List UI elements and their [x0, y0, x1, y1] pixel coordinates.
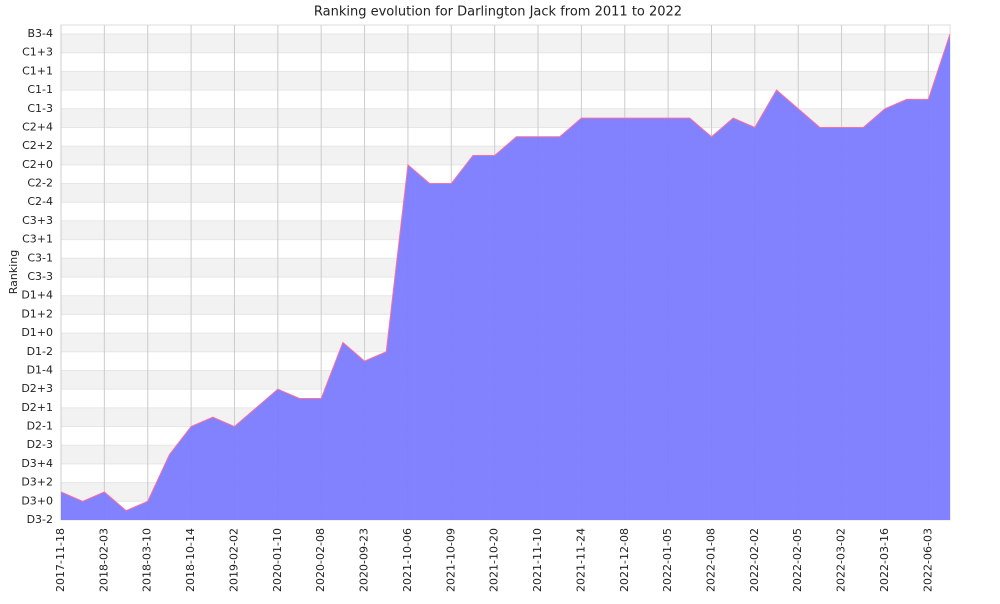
- y-tick-label: C3+3: [22, 214, 53, 227]
- x-tick-label: 2022-01-08: [704, 528, 717, 592]
- y-tick-label: D2+1: [21, 401, 53, 414]
- y-tick-label: C2+0: [22, 158, 53, 171]
- x-tick-label: 2018-03-10: [141, 528, 154, 592]
- x-tick-label: 2020-01-10: [271, 528, 284, 592]
- y-tick-label: C1+3: [22, 46, 53, 59]
- x-tick-label: 2021-10-06: [401, 528, 414, 592]
- chart-title: Ranking evolution for Darlington Jack fr…: [314, 5, 682, 20]
- y-tick-label: C2+2: [22, 139, 53, 152]
- x-tick-label: 2022-01-05: [661, 528, 674, 592]
- x-tick-label: 2018-02-03: [97, 528, 110, 592]
- y-tick-label: C3-3: [27, 270, 53, 283]
- y-tick-label: D2-1: [27, 420, 53, 433]
- x-tick-label: 2017-11-18: [54, 528, 67, 592]
- y-tick-label: D1+0: [21, 326, 53, 339]
- x-tick-label: 2021-10-09: [444, 528, 457, 592]
- x-tick-label: 2021-12-08: [618, 528, 631, 592]
- x-tick-label: 2019-02-02: [227, 528, 240, 592]
- grid-band: [61, 34, 950, 53]
- x-tick-label: 2022-03-02: [835, 528, 848, 592]
- y-tick-label: D1-2: [27, 345, 53, 358]
- y-tick-label: D3-2: [27, 513, 53, 526]
- x-tick-label: 2021-10-20: [488, 528, 501, 592]
- x-tick-label: 2020-09-23: [358, 528, 371, 592]
- y-tick-label: D3+0: [21, 494, 53, 507]
- x-tick-label: 2022-03-16: [878, 528, 891, 592]
- x-tick-label: 2021-11-10: [531, 528, 544, 592]
- y-tick-label: D1+2: [21, 307, 53, 320]
- y-tick-label: C2+4: [22, 120, 53, 133]
- y-tick-label: D3+2: [21, 476, 53, 489]
- y-tick-label: C1-1: [27, 83, 53, 96]
- y-axis-label: Ranking: [7, 250, 20, 295]
- y-tick-label: C2-4: [27, 195, 53, 208]
- grid-band: [61, 71, 950, 91]
- y-tick-label: C1+1: [22, 64, 53, 77]
- y-tick-label: B3-4: [27, 27, 53, 40]
- y-tick-label: D1-4: [27, 363, 53, 376]
- x-tick-label: 2018-10-14: [184, 528, 197, 592]
- y-tick-label: C3-1: [27, 251, 53, 264]
- y-tick-label: D3+4: [21, 457, 53, 470]
- x-tick-label: 2022-02-05: [791, 528, 804, 592]
- x-tick-label: 2020-02-08: [314, 528, 327, 592]
- y-tick-label: C2-2: [27, 177, 53, 190]
- y-tick-label: D2+3: [21, 382, 53, 395]
- y-tick-label: C3+1: [22, 233, 53, 246]
- x-tick-label: 2022-06-03: [921, 528, 934, 592]
- y-tick-label: D1+4: [21, 289, 53, 302]
- area: [61, 34, 950, 520]
- x-tick-label: 2021-11-24: [574, 528, 587, 592]
- y-tick-label: C1-3: [27, 102, 53, 115]
- line: [60, 33, 951, 512]
- x-tick-label: 2022-02-02: [748, 528, 761, 592]
- y-tick-label: D2-3: [27, 438, 53, 451]
